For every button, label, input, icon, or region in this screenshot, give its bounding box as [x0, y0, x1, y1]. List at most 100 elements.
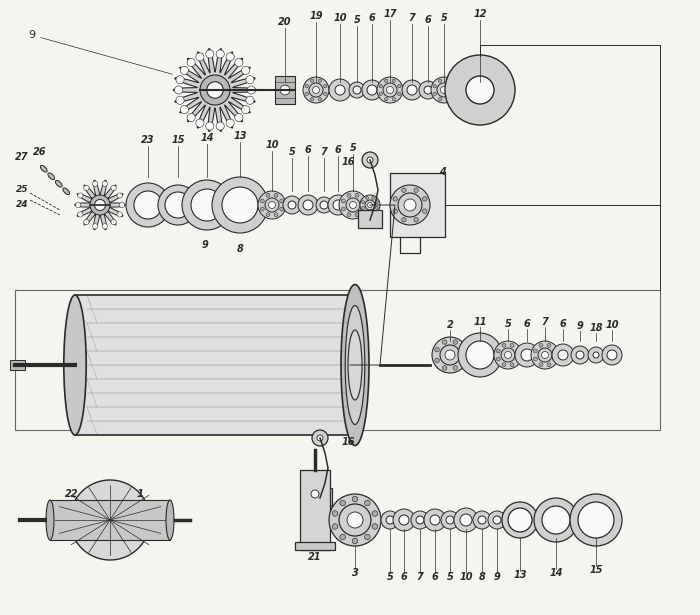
Circle shape	[542, 352, 549, 359]
Circle shape	[339, 191, 367, 219]
Circle shape	[435, 347, 440, 352]
Circle shape	[445, 55, 515, 125]
Circle shape	[607, 350, 617, 360]
Text: 10: 10	[333, 13, 346, 23]
Circle shape	[216, 50, 224, 58]
Circle shape	[355, 193, 359, 197]
Circle shape	[502, 502, 538, 538]
Text: 5: 5	[505, 319, 512, 329]
Circle shape	[266, 213, 270, 216]
Circle shape	[362, 200, 365, 204]
Circle shape	[433, 84, 436, 88]
Ellipse shape	[341, 285, 369, 445]
Circle shape	[534, 498, 578, 542]
Circle shape	[102, 224, 108, 229]
Circle shape	[111, 220, 116, 224]
Bar	[295, 542, 335, 550]
Circle shape	[196, 119, 204, 127]
Circle shape	[588, 347, 604, 363]
Circle shape	[453, 340, 458, 344]
Circle shape	[442, 340, 447, 344]
Text: 13: 13	[233, 131, 247, 141]
Text: 3: 3	[351, 568, 358, 578]
Circle shape	[247, 86, 256, 94]
Text: 7: 7	[409, 13, 415, 23]
Circle shape	[303, 77, 329, 103]
Circle shape	[423, 209, 427, 213]
Text: 14: 14	[200, 133, 214, 143]
Text: 19: 19	[309, 11, 323, 21]
Circle shape	[90, 195, 110, 215]
Circle shape	[174, 86, 183, 94]
Circle shape	[542, 506, 570, 534]
Circle shape	[384, 98, 388, 101]
Circle shape	[386, 87, 393, 93]
Polygon shape	[75, 180, 125, 230]
Circle shape	[303, 200, 313, 210]
Text: 10: 10	[459, 572, 473, 582]
Text: 25: 25	[16, 185, 28, 194]
Circle shape	[311, 98, 314, 101]
Bar	[390, 173, 445, 237]
Text: 5: 5	[440, 13, 447, 23]
Circle shape	[424, 509, 446, 531]
Circle shape	[453, 366, 458, 370]
Bar	[15, 290, 660, 430]
Circle shape	[386, 516, 394, 524]
Circle shape	[84, 220, 89, 224]
Circle shape	[346, 198, 360, 212]
Circle shape	[411, 511, 429, 529]
Circle shape	[181, 106, 188, 114]
Circle shape	[379, 84, 382, 88]
Circle shape	[438, 79, 442, 82]
Circle shape	[416, 516, 424, 524]
Circle shape	[454, 508, 478, 532]
Bar	[50, 500, 170, 540]
Circle shape	[365, 197, 368, 199]
Text: 6: 6	[432, 572, 438, 582]
Circle shape	[398, 92, 401, 95]
Circle shape	[377, 77, 403, 103]
Circle shape	[365, 210, 368, 213]
Text: 5: 5	[354, 15, 360, 25]
Circle shape	[320, 201, 328, 209]
Circle shape	[206, 82, 223, 98]
Circle shape	[502, 363, 506, 367]
Circle shape	[576, 351, 584, 359]
Circle shape	[298, 195, 318, 215]
Ellipse shape	[46, 500, 54, 540]
Circle shape	[446, 98, 449, 101]
Circle shape	[323, 84, 327, 88]
Circle shape	[392, 79, 396, 82]
Circle shape	[329, 494, 381, 546]
Circle shape	[266, 193, 270, 197]
Text: 18: 18	[589, 323, 603, 333]
Circle shape	[246, 76, 254, 84]
Circle shape	[226, 53, 234, 61]
Ellipse shape	[64, 295, 86, 435]
Circle shape	[368, 202, 372, 207]
Circle shape	[158, 185, 198, 225]
Circle shape	[372, 510, 378, 517]
Circle shape	[402, 218, 406, 222]
Text: 4: 4	[439, 167, 445, 177]
Text: 5: 5	[386, 572, 393, 582]
Circle shape	[311, 490, 319, 498]
Circle shape	[431, 77, 457, 103]
Circle shape	[274, 193, 278, 197]
Circle shape	[212, 177, 268, 233]
Circle shape	[362, 152, 378, 168]
Circle shape	[352, 496, 358, 502]
Circle shape	[510, 363, 514, 367]
Circle shape	[402, 80, 422, 100]
Circle shape	[84, 185, 89, 191]
Text: 9: 9	[494, 572, 500, 582]
Circle shape	[126, 183, 170, 227]
Circle shape	[274, 213, 278, 216]
Circle shape	[323, 92, 327, 95]
Circle shape	[547, 363, 551, 367]
Circle shape	[461, 347, 466, 352]
Circle shape	[438, 98, 442, 101]
Text: 5: 5	[447, 572, 454, 582]
Text: 7: 7	[321, 147, 328, 157]
